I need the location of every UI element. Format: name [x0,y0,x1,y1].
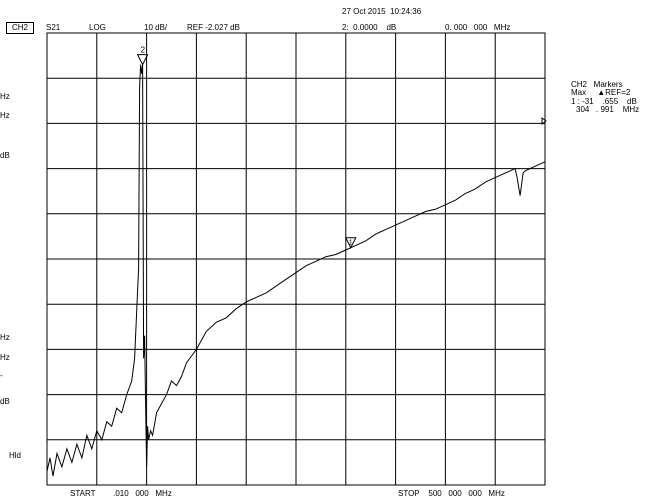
timestamp: 27 Oct 2015 10:24:36 [342,7,422,16]
plot-grid [46,32,546,486]
parameter-label: S21 [46,23,61,32]
reference-position-icon [541,117,547,125]
markers-panel-value: 1 : -31 .655 dB [571,97,637,106]
trace-layer [46,64,546,477]
left-label: Hz [0,353,10,362]
marker-label: 2 [141,46,146,55]
markers-panel-mode: Max ▲REF=2 [571,88,631,97]
left-label: Hz [0,111,10,120]
marker-frequency: 0. 000 000 MHz [445,23,511,32]
marker-label: 1 [349,240,353,247]
left-label: Hz [0,92,10,101]
marker-1-icon [344,237,357,249]
marker-2-icon [136,54,149,66]
left-label: Hz [0,333,10,342]
trace-line [46,64,546,477]
channel-label: CH2 [6,22,34,34]
scale-label: 10 dB/ [144,23,168,32]
left-label: dB [0,397,10,406]
markers-panel-frequency: 304 . 991 MHz [576,105,640,114]
marker-readout: 2: 0.0000 dB [342,23,397,32]
format-label: LOG [89,23,106,32]
start-frequency: START .010 000 MHz [70,489,172,498]
left-label: dB [0,151,10,160]
marker-layer: 21 [136,46,357,249]
stop-frequency: STOP 500 000 000 MHz [398,489,505,498]
left-label: Hld [9,451,22,460]
markers-panel-title: CH2 Markers [571,80,623,89]
left-label: - [0,371,3,380]
reference-label: REF -2.027 dB [187,23,240,32]
